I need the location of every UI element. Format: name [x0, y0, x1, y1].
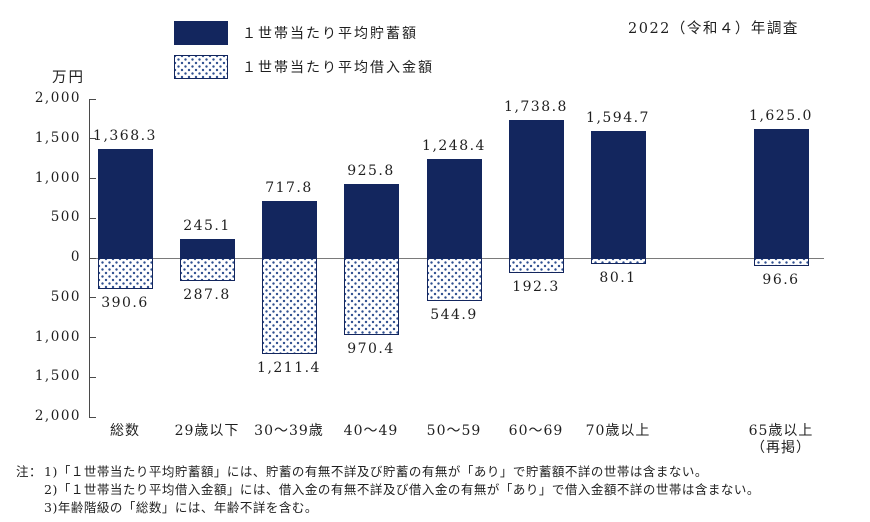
footnote-indent — [16, 481, 44, 499]
savings-value-label: 717.8 — [265, 179, 313, 196]
savings-bar — [97, 149, 153, 258]
footnote-indent — [16, 499, 44, 517]
footnote-text: 3)年齢階級の「総数」には、年齢不詳を含む。 — [44, 500, 318, 515]
footnotes: 注： 1)「１世帯当たり平均貯蓄額」には、貯蓄の有無不詳及び貯蓄の有無が「あり」で… — [16, 463, 760, 517]
savings-bar — [261, 200, 317, 258]
borrowings-value-label: 80.1 — [599, 270, 637, 287]
borrowings-value-label: 390.6 — [101, 295, 149, 312]
borrowings-value-label: 544.9 — [430, 307, 478, 324]
savings-value-label: 1,594.7 — [586, 110, 650, 127]
borrowings-bar — [508, 258, 564, 274]
savings-value-label: 1,248.4 — [422, 137, 486, 154]
y-axis-tick — [89, 376, 96, 378]
y-axis-tick — [89, 138, 96, 140]
y-axis-tick — [89, 217, 96, 219]
footnote-prefix: 注： — [16, 464, 43, 479]
x-axis-label: 29歳以下 — [174, 423, 240, 439]
savings-bar — [508, 119, 564, 258]
borrowings-value-label: 970.4 — [347, 341, 395, 358]
footnote-text: 2)「１世帯当たり平均借入金額」には、借入金の有無不詳及び借入金の有無が「あり」… — [44, 482, 760, 497]
borrowings-value-label: 287.8 — [183, 286, 231, 303]
savings-swatch — [174, 20, 228, 45]
y-axis-tick-label: 2,000 — [34, 90, 81, 106]
y-axis-tick-label: 500 — [50, 288, 81, 305]
x-axis-label: 50〜59 — [426, 423, 482, 439]
y-axis-tick-label: 500 — [50, 209, 81, 226]
borrowings-bar — [753, 258, 809, 266]
y-axis-unit-label: 万円 — [52, 70, 85, 86]
y-axis-tick — [89, 416, 96, 418]
borrowings-bar — [343, 258, 399, 336]
y-axis-tick — [89, 98, 96, 100]
survey-year-title: 2022（令和４）年調査 — [628, 21, 799, 37]
y-axis-tick — [89, 178, 96, 179]
x-axis-label: 40〜49 — [343, 423, 399, 439]
x-axis-label: 65歳以上 （再掲） — [748, 423, 814, 456]
legend: １世帯当たり平均貯蓄額 １世帯当たり平均借入金額 — [174, 20, 434, 88]
savings-value-label: 1,368.3 — [93, 128, 157, 145]
borrowings-value-label: 96.6 — [762, 271, 800, 288]
borrowings-bar — [426, 258, 482, 302]
x-axis-label: 総数 — [110, 423, 140, 439]
y-axis-tick — [89, 257, 96, 259]
footnote-text: 1)「１世帯当たり平均貯蓄額」には、貯蓄の有無不詳及び貯蓄の有無が「あり」で貯蓄… — [44, 464, 708, 479]
y-axis-tick-label: 1,500 — [34, 368, 81, 385]
x-axis-label: 60〜69 — [508, 423, 564, 439]
footnote-line: 2)「１世帯当たり平均借入金額」には、借入金の有無不詳及び借入金の有無が「あり」… — [16, 481, 760, 499]
legend-borrowings-label: １世帯当たり平均借入金額 — [242, 59, 434, 76]
legend-item-savings: １世帯当たり平均貯蓄額 — [174, 20, 434, 45]
savings-value-label: 245.1 — [183, 217, 231, 234]
savings-bar — [753, 128, 809, 258]
legend-item-borrowings: １世帯当たり平均借入金額 — [174, 54, 434, 79]
borrowings-value-label: 192.3 — [512, 279, 560, 296]
savings-bar — [179, 238, 235, 258]
savings-value-label: 925.8 — [347, 163, 395, 180]
borrowings-bar — [179, 258, 235, 281]
footnote-line: 注： 1)「１世帯当たり平均貯蓄額」には、貯蓄の有無不詳及び貯蓄の有無が「あり」で… — [16, 463, 760, 481]
savings-bar — [590, 131, 646, 258]
savings-bar — [343, 184, 399, 258]
y-axis-tick — [89, 297, 96, 299]
y-axis-tick-label: 2,000 — [34, 408, 81, 424]
savings-value-label: 1,738.8 — [504, 98, 568, 115]
y-axis-tick-label: 1,000 — [34, 169, 81, 186]
savings-value-label: 1,625.0 — [749, 107, 813, 124]
y-axis-tick-label: 1,500 — [34, 129, 81, 146]
borrowings-bar — [97, 258, 153, 290]
x-axis-label: 30〜39歳 — [254, 423, 324, 439]
y-axis-tick — [89, 337, 96, 338]
y-axis-tick-label: 1,000 — [34, 328, 81, 345]
savings-bar — [426, 158, 482, 258]
legend-savings-label: １世帯当たり平均貯蓄額 — [242, 25, 418, 42]
borrowings-bar — [590, 258, 646, 265]
x-axis-label: 70歳以上 — [585, 423, 651, 439]
borrowings-bar — [261, 258, 317, 355]
borrowings-swatch — [174, 54, 228, 79]
footnote-line: 3)年齢階級の「総数」には、年齢不詳を含む。 — [16, 499, 760, 517]
y-axis-tick-label: 0 — [70, 249, 81, 265]
borrowings-value-label: 1,211.4 — [257, 360, 321, 377]
